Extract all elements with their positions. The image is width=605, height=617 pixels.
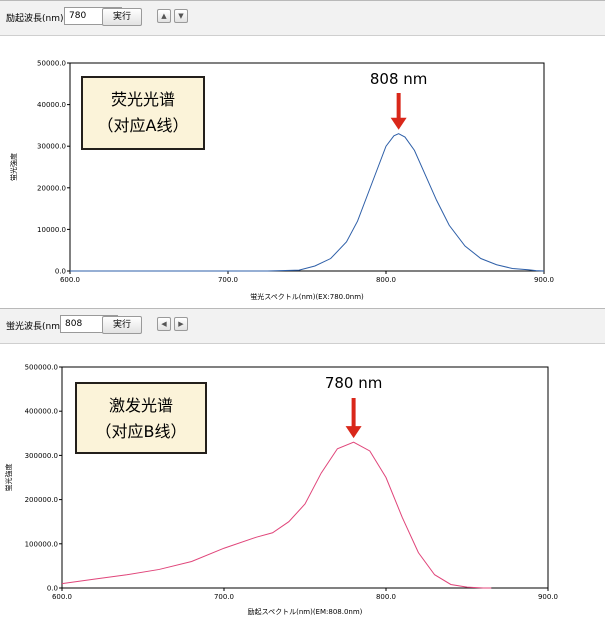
peak-arrow-icon (345, 426, 362, 439)
spectrum-line (70, 133, 545, 272)
y-tick-label: 300000.0 (25, 452, 58, 460)
y-tick-label: 30000.0 (37, 143, 66, 151)
emission-chart: 0.0 10000.0 20000.0 30000.0 40000.0 50000.0 60… (9, 60, 554, 302)
execute-button[interactable]: 実行 (102, 8, 142, 26)
peak-wavelength-label: 808 nm (370, 70, 428, 88)
annotation-subtitle: （对应A线） (98, 116, 189, 135)
y-tick-label: 0.0 (55, 268, 66, 276)
arrow-left-icon[interactable]: ◀ (157, 317, 171, 331)
x-tick-label: 900.0 (538, 593, 558, 601)
x-tick-label: 600.0 (60, 276, 80, 284)
x-tick-label: 700.0 (214, 593, 234, 601)
x-tick-label: 800.0 (376, 276, 396, 284)
annotation-box (81, 76, 205, 150)
annotation-title: 激发光谱 (109, 396, 173, 415)
annotation-box (75, 382, 207, 454)
peak-wavelength-label: 780 nm (325, 374, 383, 392)
excitation-wavelength-label: 励起波長(nm): (6, 14, 67, 24)
y-axis-title: 蛍光強度 (4, 464, 13, 492)
x-tick-label: 700.0 (218, 276, 238, 284)
x-tick-label: 800.0 (376, 593, 396, 601)
y-tick-label: 0.0 (47, 585, 58, 593)
y-tick-label: 200000.0 (25, 496, 58, 504)
x-axis-title: 蛍光スペクトル(nm)(EX:780.0nm) (250, 292, 364, 301)
toolbar: 励起波長(nm): 実行 ▲ ▼ (0, 1, 605, 36)
fluorescence-wavelength-label: 蛍光波長(nm): (6, 322, 67, 332)
y-tick-label: 500000.0 (25, 364, 58, 372)
y-tick-label: 400000.0 (25, 408, 58, 416)
annotation-title: 荧光光谱 (111, 90, 175, 109)
arrow-down-icon[interactable]: ▼ (174, 9, 188, 23)
arrow-right-icon[interactable]: ▶ (174, 317, 188, 331)
arrow-up-icon[interactable]: ▲ (157, 9, 171, 23)
spectrum-line (61, 441, 492, 589)
toolbar: 蛍光波長(nm): 実行 ◀ ▶ (0, 309, 605, 344)
execute-button[interactable]: 実行 (102, 316, 142, 334)
excitation-spectrum-panel: 蛍光波長(nm): 実行 ◀ ▶ 0.0 100000.0 200000.0 3000… (0, 308, 605, 617)
x-tick-label: 900.0 (534, 276, 554, 284)
annotation-subtitle: （对应B线） (96, 422, 187, 441)
y-tick-label: 40000.0 (37, 101, 66, 109)
y-tick-label: 50000.0 (37, 60, 66, 68)
peak-arrow-icon (390, 117, 407, 130)
y-tick-label: 20000.0 (37, 184, 66, 192)
y-tick-label: 10000.0 (37, 226, 66, 234)
y-tick-label: 100000.0 (25, 540, 58, 548)
x-tick-label: 600.0 (52, 593, 72, 601)
emission-spectrum-panel: 励起波長(nm): 実行 ▲ ▼ 0.0 10000.0 20000.0 30000.… (0, 0, 605, 305)
x-axis-title: 励起スペクトル(nm)(EM:808.0nm) (248, 608, 363, 616)
y-axis-title: 蛍光強度 (9, 153, 18, 181)
excitation-chart: 0.0 100000.0 200000.0 300000.0 400000.0 50000… (4, 364, 558, 617)
